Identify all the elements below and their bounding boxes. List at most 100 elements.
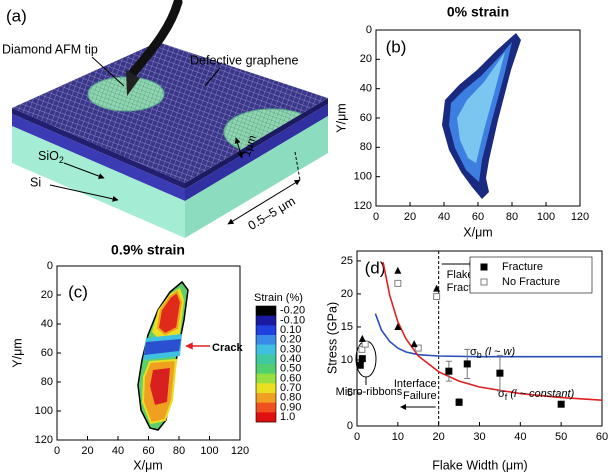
graphene-edge bbox=[12, 108, 185, 189]
colorbar-label: 0.30 bbox=[280, 343, 301, 355]
width-range-label: 0.5–5 μm bbox=[246, 194, 298, 233]
y-axis-label: Stress (GPa) bbox=[325, 302, 339, 374]
y-tick-label: 20 bbox=[360, 53, 372, 65]
triangle-marker bbox=[394, 266, 402, 274]
curve-relation: (l ~ w) bbox=[482, 346, 516, 358]
x-axis-label: Flake Width (μm) bbox=[432, 458, 527, 472]
contour-b bbox=[442, 33, 521, 199]
colorbar-swatch bbox=[256, 306, 276, 316]
colorbar-swatch bbox=[256, 354, 276, 365]
substrate-label: Si bbox=[30, 175, 41, 189]
y-tick-label: 0 bbox=[347, 420, 353, 432]
y-tick-label: 80 bbox=[41, 376, 53, 388]
square-marker bbox=[557, 400, 565, 408]
y-tick-label: 120 bbox=[354, 200, 372, 212]
colorbar-swatch bbox=[256, 393, 276, 403]
x-tick-label: 120 bbox=[231, 445, 249, 457]
dimension bbox=[234, 137, 244, 159]
open-square-marker bbox=[433, 293, 441, 301]
colorbar-label: 0.50 bbox=[280, 363, 301, 375]
x-tick-label: 50 bbox=[555, 431, 567, 443]
oxide-base: SiO bbox=[38, 149, 59, 163]
square-marker bbox=[445, 367, 453, 375]
y-tick-label: 20 bbox=[341, 288, 353, 300]
square-marker bbox=[358, 355, 366, 363]
silicon-layer bbox=[185, 116, 328, 238]
open-square-marker bbox=[394, 279, 402, 287]
x-tick-label: 0 bbox=[373, 211, 379, 223]
y-tick-label: 40 bbox=[360, 83, 372, 95]
y-tick-label: 15 bbox=[341, 321, 353, 333]
x-tick-label: 20 bbox=[404, 211, 416, 223]
leader bbox=[91, 56, 125, 87]
legend-label: No Fracture bbox=[502, 276, 560, 288]
colorbar-label: -0.10 bbox=[280, 314, 305, 326]
x-tick-label: 0 bbox=[54, 445, 60, 457]
annotation: Crack bbox=[212, 342, 243, 354]
y-tick-label: 80 bbox=[360, 141, 372, 153]
x-tick-label: 100 bbox=[537, 211, 555, 223]
chart: 0 10 20 30 40 50 60 0 5 10 15 20 25 (d) Flake Width (μ… bbox=[325, 250, 608, 472]
oxide-layer bbox=[185, 104, 328, 201]
triangle-marker bbox=[410, 340, 418, 348]
y-tick-label: 10 bbox=[341, 354, 353, 366]
graphene-surface bbox=[12, 42, 328, 183]
curve-relation: (l ~ constant) bbox=[507, 388, 574, 400]
colorbar-label: 0.70 bbox=[280, 382, 301, 394]
y-axis-label: Y/μm bbox=[10, 338, 24, 367]
film-label: Defective graphene bbox=[190, 53, 298, 67]
x-tick-label: 120 bbox=[571, 211, 589, 223]
panel-label: (d) bbox=[365, 258, 386, 277]
y-axis-label: Y/μm bbox=[334, 103, 348, 132]
colorbar-label: -0.20 bbox=[280, 305, 305, 317]
leader bbox=[204, 67, 221, 87]
x-tick-label: 100 bbox=[200, 445, 218, 457]
y-tick-label: 25 bbox=[341, 255, 353, 267]
colorbar-swatch bbox=[256, 383, 276, 394]
colorbar-label: 0.60 bbox=[280, 372, 301, 384]
colorbar-swatch bbox=[256, 402, 276, 413]
y-tick-label: 100 bbox=[354, 171, 372, 183]
y-tick-label: 40 bbox=[41, 318, 53, 330]
colorbar-swatch bbox=[256, 325, 276, 336]
contour-region bbox=[156, 290, 183, 336]
colorbar-label: 0.10 bbox=[280, 324, 301, 336]
contour-region bbox=[457, 52, 505, 163]
triangle-marker bbox=[358, 334, 366, 342]
leader bbox=[63, 162, 105, 179]
open-square-marker bbox=[361, 340, 369, 348]
triangle-marker bbox=[394, 322, 402, 330]
colorbar-label: 1.0 bbox=[280, 411, 295, 423]
fit-curve bbox=[382, 262, 603, 401]
x-tick-label: 40 bbox=[112, 445, 124, 457]
x-tick-label: 10 bbox=[392, 431, 404, 443]
x-tick-label: 40 bbox=[438, 211, 450, 223]
x-tick-label: 80 bbox=[506, 211, 518, 223]
curve-subscript: f bbox=[505, 392, 508, 402]
chart-title: 0% strain bbox=[447, 4, 509, 20]
panel-label: (b) bbox=[386, 37, 407, 56]
graphene-edge bbox=[185, 98, 328, 189]
annotation: Failure bbox=[403, 390, 437, 402]
y-tick-label: 0 bbox=[47, 260, 53, 272]
x-tick-label: 20 bbox=[81, 445, 93, 457]
colorbar-frame bbox=[255, 305, 277, 423]
curve-symbol: σ bbox=[498, 388, 505, 400]
x-tick-label: 0 bbox=[354, 431, 360, 443]
annotation: Flake bbox=[447, 269, 474, 281]
square-marker bbox=[455, 398, 463, 406]
curve-label: σb (l ~ w) bbox=[470, 346, 515, 360]
y-tick-label: 20 bbox=[41, 289, 53, 301]
y-tick-label: 0 bbox=[366, 24, 372, 36]
panel-label: (a) bbox=[6, 6, 27, 25]
schematic: (a) Diamond AFM tip Defective graphene S… bbox=[2, 0, 328, 238]
leader bbox=[49, 184, 119, 202]
colorbar-swatch bbox=[256, 364, 276, 374]
annotation: Micro-ribbons bbox=[336, 386, 403, 398]
colorbar-label: 0.20 bbox=[280, 334, 301, 346]
curve-label: σf (l ~ constant) bbox=[498, 388, 575, 402]
x-tick-label: 60 bbox=[472, 211, 484, 223]
colorbar-swatch bbox=[256, 373, 276, 384]
